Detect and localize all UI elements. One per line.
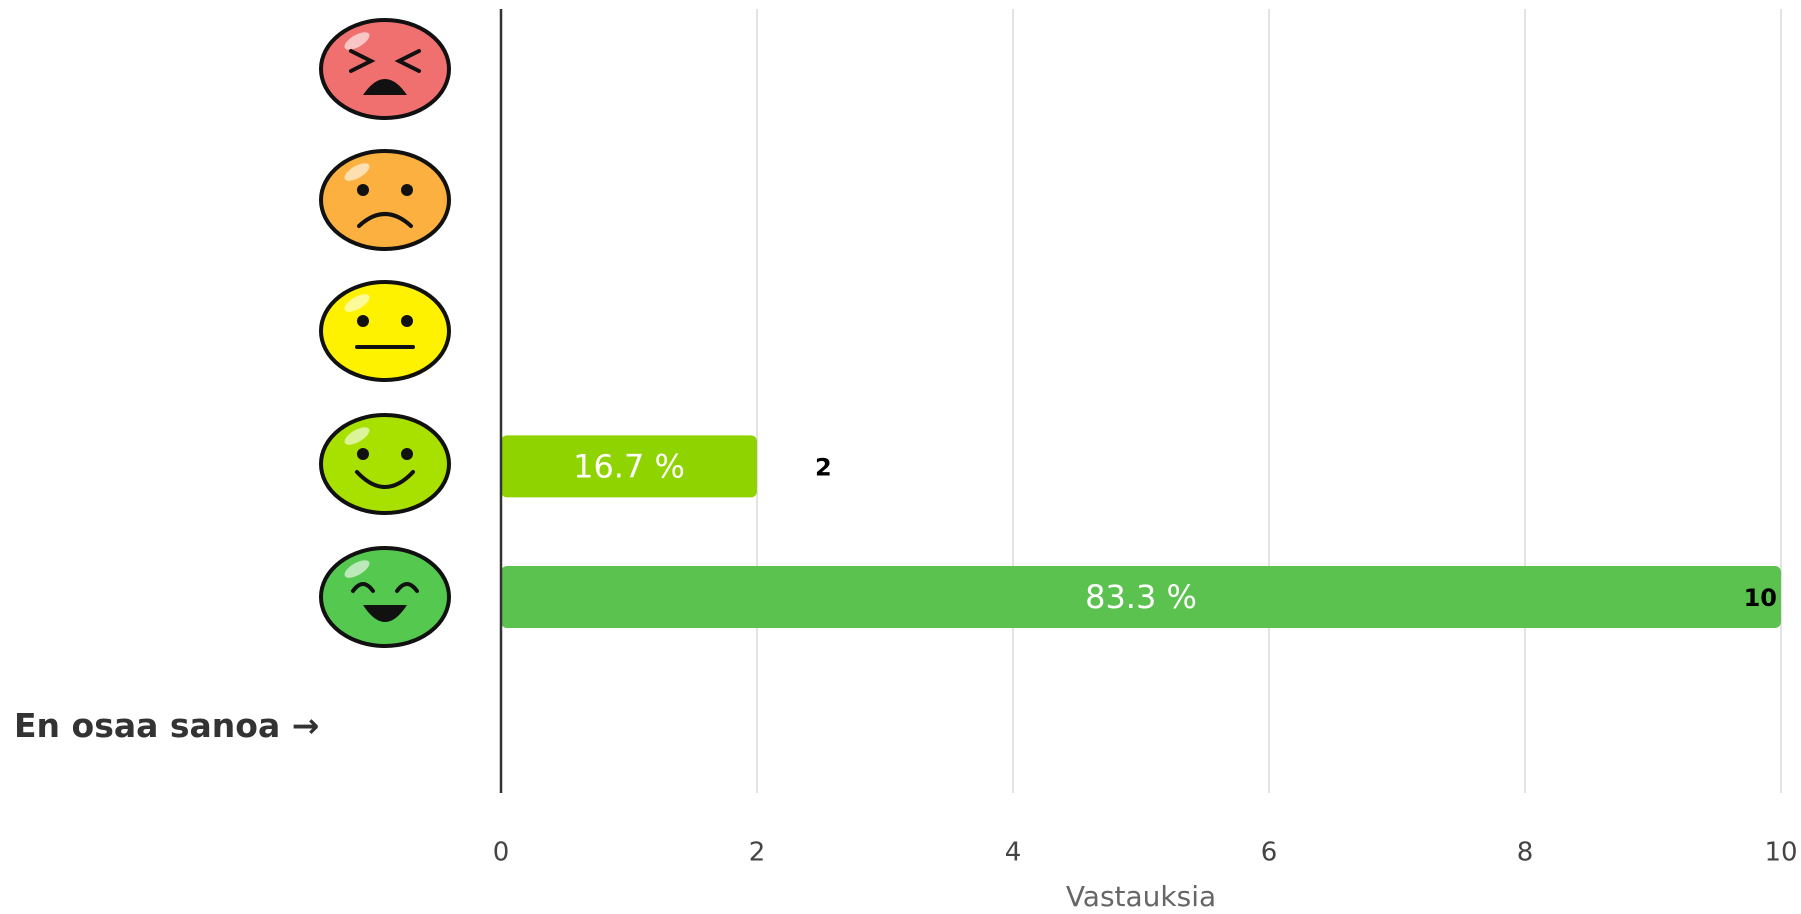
x-tick-label: 2 (749, 838, 766, 868)
x-tick-label: 4 (1005, 838, 1022, 868)
y-category-label: En osaa sanoa → (14, 706, 319, 745)
face-happy (319, 413, 451, 515)
bar-percent-label: 16.7 % (573, 447, 685, 485)
face-sad (319, 149, 451, 251)
x-tick-label: 10 (1764, 838, 1797, 868)
bar-count-label: 10 (1744, 584, 1777, 612)
x-tick-label: 0 (493, 838, 510, 868)
face-very-happy (319, 546, 451, 648)
bar-count-label: 2 (815, 453, 832, 481)
bar (501, 435, 757, 498)
x-tick-label: 6 (1261, 838, 1278, 868)
bar-percent-label: 83.3 % (1085, 578, 1197, 616)
face-neutral (319, 280, 451, 382)
x-tick-label: 8 (1517, 838, 1534, 868)
face-angry (319, 18, 451, 120)
x-axis-title: Vastauksia (1066, 880, 1216, 913)
bar (501, 566, 1781, 628)
